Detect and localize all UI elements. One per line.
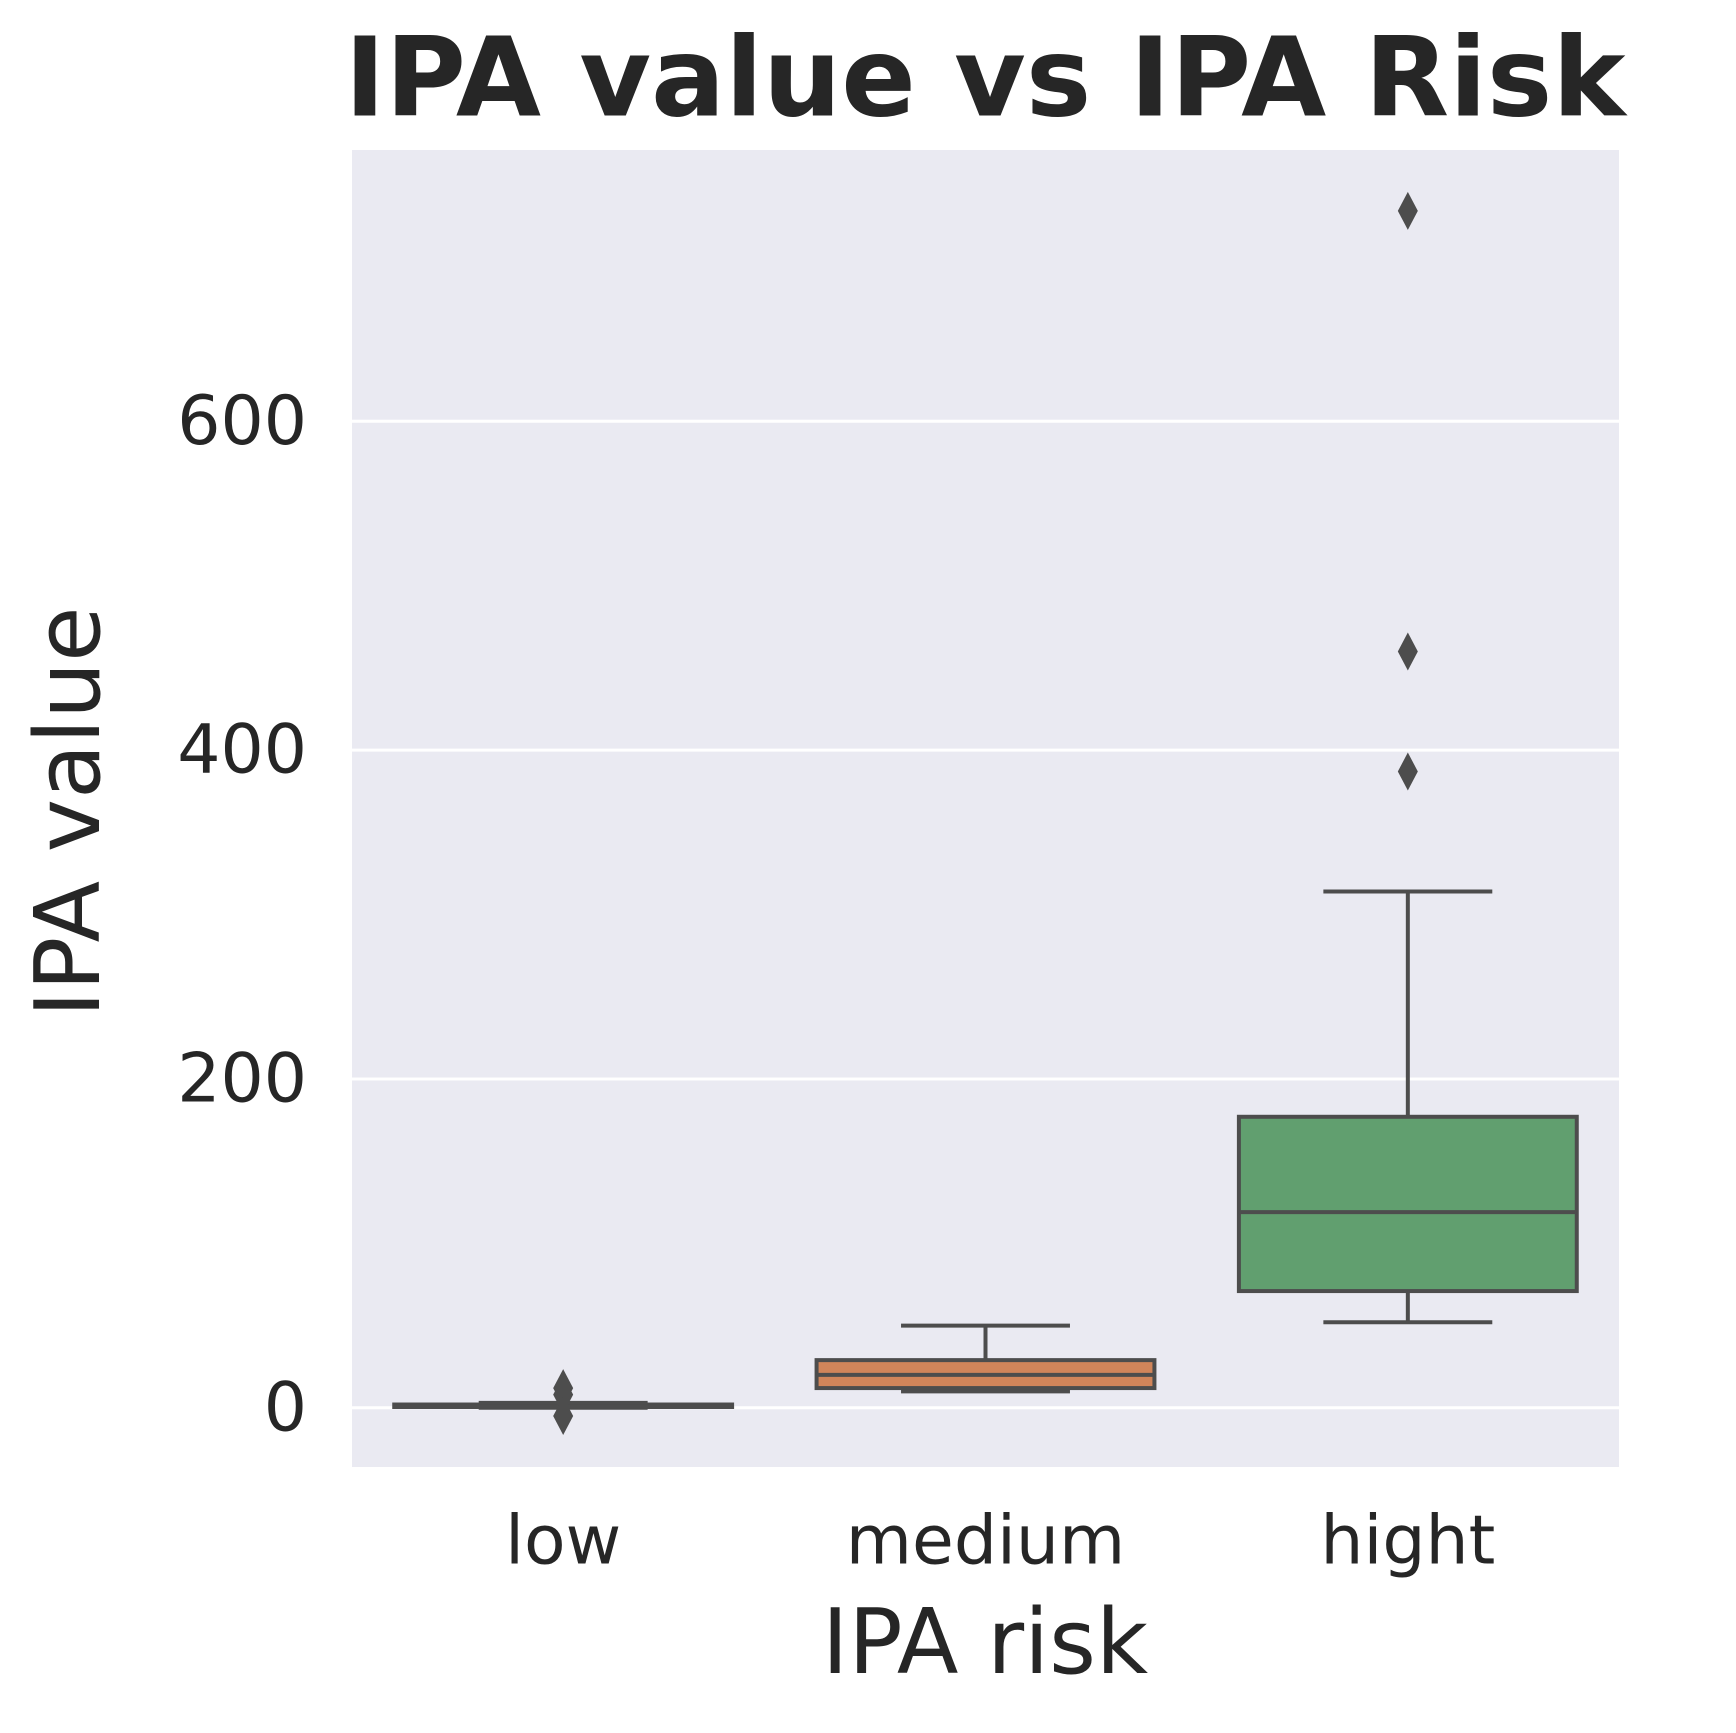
- x-tick-label: low: [505, 1502, 621, 1581]
- outlier: [553, 1375, 574, 1414]
- chart-title: IPA value vs IPA Risk: [344, 13, 1628, 141]
- outlier: [1397, 752, 1418, 791]
- x-tick-label: hight: [1320, 1502, 1495, 1581]
- y-tick-label: 400: [177, 711, 307, 790]
- outlier: [1397, 632, 1418, 671]
- y-tick-label: 0: [264, 1368, 307, 1447]
- y-tick-label: 200: [177, 1040, 307, 1119]
- outlier: [1397, 191, 1418, 230]
- y-axis-label: IPA value: [16, 606, 121, 1017]
- outlier: [553, 1397, 574, 1436]
- x-tick-label: medium: [846, 1502, 1125, 1581]
- y-tick-label: 600: [177, 382, 307, 461]
- box: [1236, 1114, 1579, 1294]
- x-axis-label: IPA risk: [822, 1590, 1148, 1695]
